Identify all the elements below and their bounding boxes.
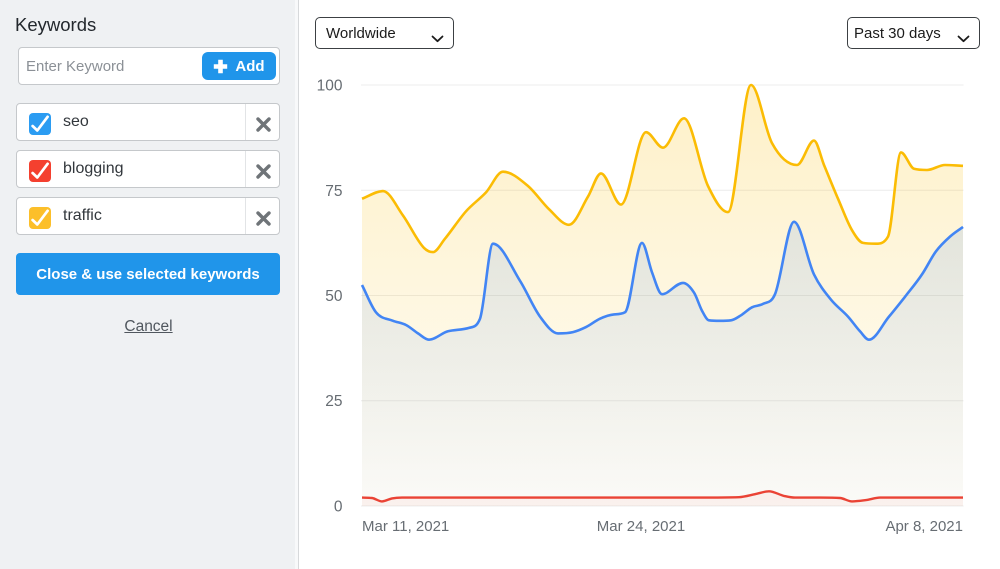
svg-text:0: 0 xyxy=(334,499,343,516)
svg-text:100: 100 xyxy=(317,78,343,95)
svg-text:25: 25 xyxy=(325,393,342,410)
svg-text:50: 50 xyxy=(325,288,343,305)
svg-text:Mar 24, 2021: Mar 24, 2021 xyxy=(597,518,685,535)
svg-text:Mar 11, 2021: Mar 11, 2021 xyxy=(362,518,449,535)
svg-text:Apr 8, 2021: Apr 8, 2021 xyxy=(885,518,963,535)
svg-text:75: 75 xyxy=(325,183,342,200)
